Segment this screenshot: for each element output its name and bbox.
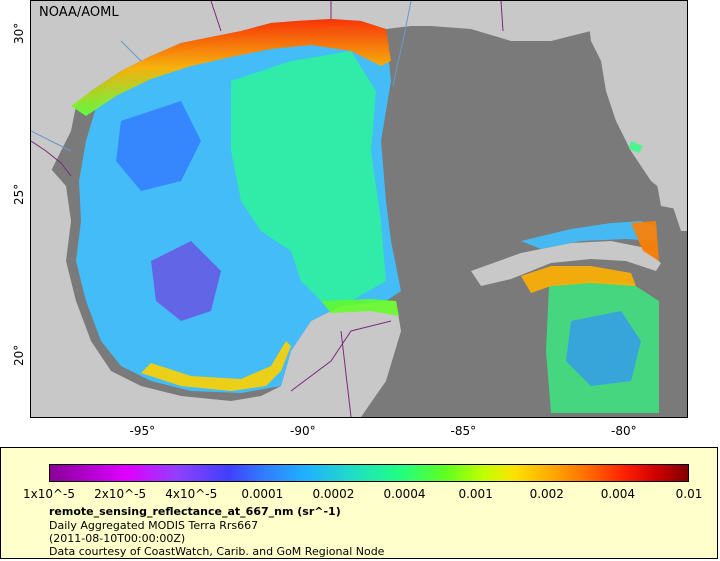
coastal-band-south [141,341,291,391]
legend-dataset: Daily Aggregated MODIS Terra Rrs667 [49,519,259,532]
coastal-band-north [71,19,391,116]
lat-tick-label: 20° [12,344,26,366]
lat-tick-label: 25° [12,183,26,205]
caribbean-blue [566,311,641,386]
colorbar-tick-label: 2x10^-5 [94,487,147,501]
legend-date: (2011-08-10T00:00:00Z) [49,532,186,545]
colorbar-tick-label: 4x10^-5 [165,487,218,501]
colorbar-tick-label: 0.0004 [383,487,426,501]
lon-tick-label: -85° [450,424,477,438]
colorbar-tick-label: 0.0001 [241,487,284,501]
us-gulf-coast [31,1,591,176]
lon-tick-label: -90° [290,424,316,438]
florida-keys-data [629,141,643,153]
legend-credit: Data courtesy of CoastWatch, Carib. and … [49,545,385,558]
river-mississippi [392,1,412,87]
colorbar-tick-label: 0.01 [675,487,703,501]
legend-title: remote_sensing_reflectance_at_667_nm (sr… [49,505,341,518]
gulf-data-blue [116,101,201,191]
border-us-mexico [31,140,72,177]
bahamas-islands [651,141,687,211]
lon-tick-label: -80° [610,424,637,438]
border-mexico-state [340,330,352,417]
colorbar [49,464,689,482]
lon-tick-label: -95° [129,424,156,438]
map-canvas [31,1,687,417]
river-rio-grande [31,130,72,152]
colorbar-tick-label: 1x10^-5 [22,487,76,501]
gulf-data-purple [151,241,221,321]
legend-panel: 1x10^-5 2x10^-5 4x10^-5 0.0001 0.0002 0.0004 0… [0,447,718,559]
colorbar-tick-label: 0.0002 [312,487,355,501]
border-guatemala [290,320,392,392]
lat-tick-label: 30° [12,22,26,45]
cuba-north-coast [631,221,659,261]
colorbar-tick-label: 0.002 [529,487,564,501]
gulf-data-green [231,51,386,301]
coastal-band-yucatan [321,299,399,316]
colorbar-tick-label: 0.001 [458,487,493,501]
mexico-landmass [31,169,401,417]
cuba-south-coast [521,266,636,293]
cuba-island [471,241,661,286]
agency-watermark: NOAA/AOML [39,5,119,20]
border-us-state [210,1,504,32]
colorbar-tick-label: 0.004 [600,487,636,501]
cuba-north-data [521,221,656,249]
map-panel[interactable]: NOAA/AOML [30,0,688,418]
